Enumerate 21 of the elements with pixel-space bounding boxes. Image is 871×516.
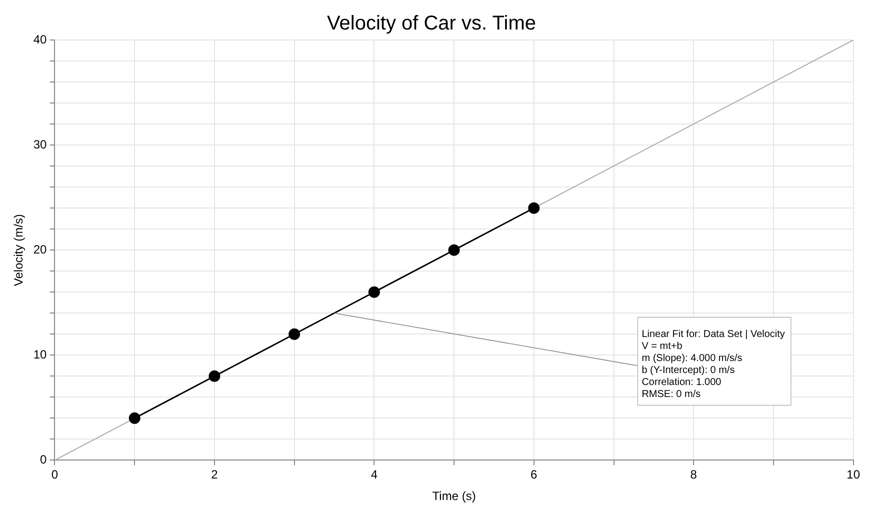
y-tick-label: 20 [33,242,48,256]
chart-title: Velocity of Car vs. Time [327,12,536,35]
y-tick-label: 10 [33,347,48,362]
x-axis-title: Time (s) [432,489,476,504]
point [288,328,300,340]
x-tick-label: 0 [51,468,58,482]
annotation: Linear Fit for: Data Set | Velocity V = mt+b m (Slope): 4.000 m/s/s b (Y-Intercept): 0 m/s Correlation: 1.000 RMSE: 0 m/s [642,329,785,400]
point [448,244,460,256]
point [528,202,540,214]
y-axis-title: Velocity (m/s) [12,214,26,286]
x-tick-label: 10 [846,468,860,482]
point [128,412,140,424]
x-tick-label: 8 [690,468,698,482]
y-tick-label: 30 [33,137,48,152]
y-tick-label: 40 [33,32,48,46]
x-tick-label: 4 [370,468,378,482]
y-tick-label: 0 [40,452,48,467]
x-tick-label: 6 [530,468,538,482]
point [208,370,220,382]
x-tick-label: 2 [211,468,218,482]
point [368,286,380,298]
